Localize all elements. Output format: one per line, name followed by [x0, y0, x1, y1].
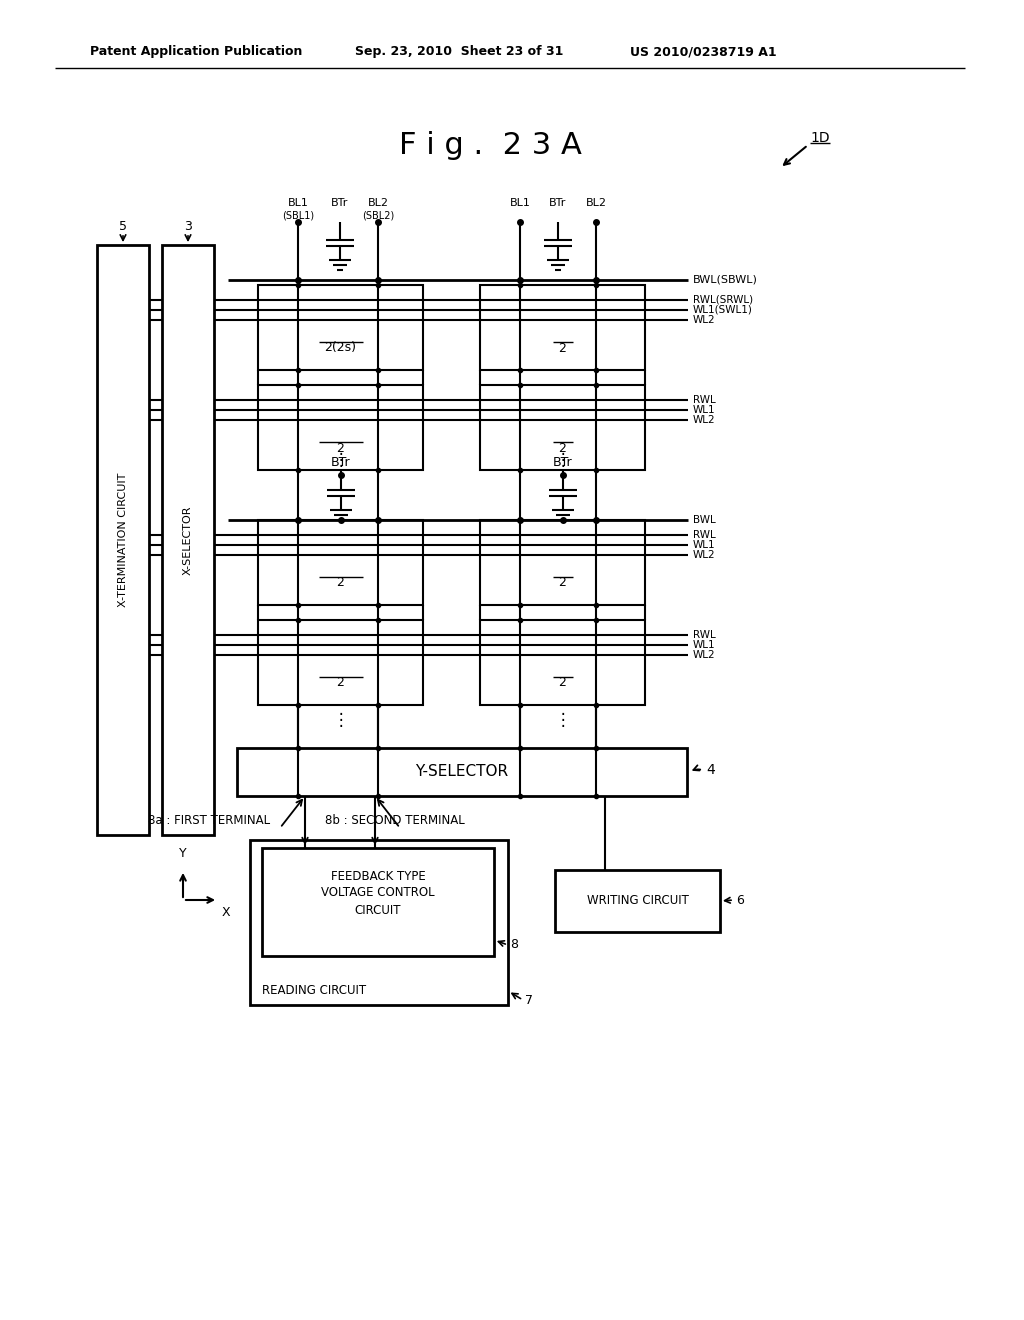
- Text: BL2: BL2: [586, 198, 606, 209]
- Text: FEEDBACK TYPE: FEEDBACK TYPE: [331, 870, 425, 883]
- Bar: [237, 748, 687, 796]
- Text: WL2: WL2: [693, 414, 716, 425]
- Text: BWL: BWL: [693, 515, 716, 525]
- Bar: [480, 385, 645, 470]
- Text: 5: 5: [119, 220, 127, 234]
- Text: WL1(SWL1): WL1(SWL1): [693, 305, 753, 315]
- Text: BTr: BTr: [549, 198, 566, 209]
- Text: 2: 2: [337, 577, 344, 590]
- Text: 7: 7: [525, 994, 534, 1006]
- Bar: [258, 285, 423, 370]
- Text: 2: 2: [337, 441, 344, 454]
- Text: 2: 2: [558, 342, 566, 355]
- Text: Patent Application Publication: Patent Application Publication: [90, 45, 302, 58]
- Text: X-TERMINATION CIRCUIT: X-TERMINATION CIRCUIT: [118, 473, 128, 607]
- Text: BL1: BL1: [288, 198, 308, 209]
- Text: ⋮: ⋮: [554, 711, 570, 729]
- Text: 2: 2: [337, 676, 344, 689]
- Text: X: X: [222, 906, 230, 919]
- Bar: [258, 520, 423, 605]
- Text: WL2: WL2: [693, 550, 716, 560]
- Text: CIRCUIT: CIRCUIT: [354, 903, 401, 916]
- Text: (SBL1): (SBL1): [282, 210, 314, 220]
- Text: 4: 4: [706, 763, 715, 777]
- Text: 8b : SECOND TERMINAL: 8b : SECOND TERMINAL: [325, 813, 465, 826]
- Bar: [258, 620, 423, 705]
- Text: (SBL2): (SBL2): [361, 210, 394, 220]
- Text: 2: 2: [558, 676, 566, 689]
- Text: US 2010/0238719 A1: US 2010/0238719 A1: [630, 45, 776, 58]
- Bar: [555, 870, 720, 932]
- Text: F i g .  2 3 A: F i g . 2 3 A: [398, 131, 582, 160]
- Bar: [480, 520, 645, 605]
- Text: WL1: WL1: [693, 540, 716, 550]
- Text: 8: 8: [510, 939, 518, 952]
- Bar: [97, 246, 150, 836]
- Text: Sep. 23, 2010  Sheet 23 of 31: Sep. 23, 2010 Sheet 23 of 31: [355, 45, 563, 58]
- Text: 8a : FIRST TERMINAL: 8a : FIRST TERMINAL: [148, 813, 270, 826]
- Text: X-SELECTOR: X-SELECTOR: [183, 506, 193, 574]
- Text: 3: 3: [184, 220, 191, 234]
- Text: ⋮: ⋮: [332, 711, 349, 729]
- Text: RWL: RWL: [693, 531, 716, 540]
- Text: WL2: WL2: [693, 315, 716, 325]
- Text: BL2: BL2: [368, 198, 388, 209]
- Text: 1D: 1D: [810, 131, 829, 145]
- Text: RWL: RWL: [693, 630, 716, 640]
- Text: Y-SELECTOR: Y-SELECTOR: [416, 764, 509, 780]
- Bar: [262, 847, 494, 956]
- Text: WRITING CIRCUIT: WRITING CIRCUIT: [587, 895, 688, 908]
- Bar: [480, 285, 645, 370]
- Text: ⋮: ⋮: [554, 451, 570, 469]
- Text: ⋮: ⋮: [332, 451, 349, 469]
- Text: 2(2s): 2(2s): [325, 342, 356, 355]
- Bar: [480, 620, 645, 705]
- Text: BTr: BTr: [332, 198, 349, 209]
- Text: WL1: WL1: [693, 405, 716, 414]
- Text: READING CIRCUIT: READING CIRCUIT: [262, 985, 367, 998]
- Text: RWL: RWL: [693, 395, 716, 405]
- Text: 6: 6: [736, 894, 743, 907]
- Text: 2: 2: [558, 441, 566, 454]
- Text: RWL(SRWL): RWL(SRWL): [693, 294, 753, 305]
- Text: BTr: BTr: [553, 457, 572, 470]
- Text: BL1: BL1: [510, 198, 530, 209]
- Text: WL1: WL1: [693, 640, 716, 649]
- Text: VOLTAGE CONTROL: VOLTAGE CONTROL: [322, 887, 435, 899]
- Text: BWL(SBWL): BWL(SBWL): [693, 275, 758, 285]
- Bar: [162, 246, 214, 836]
- Text: Y: Y: [179, 847, 186, 861]
- Bar: [250, 840, 508, 1005]
- Bar: [258, 385, 423, 470]
- Text: 2: 2: [558, 577, 566, 590]
- Text: BTr: BTr: [331, 457, 350, 470]
- Text: WL2: WL2: [693, 649, 716, 660]
